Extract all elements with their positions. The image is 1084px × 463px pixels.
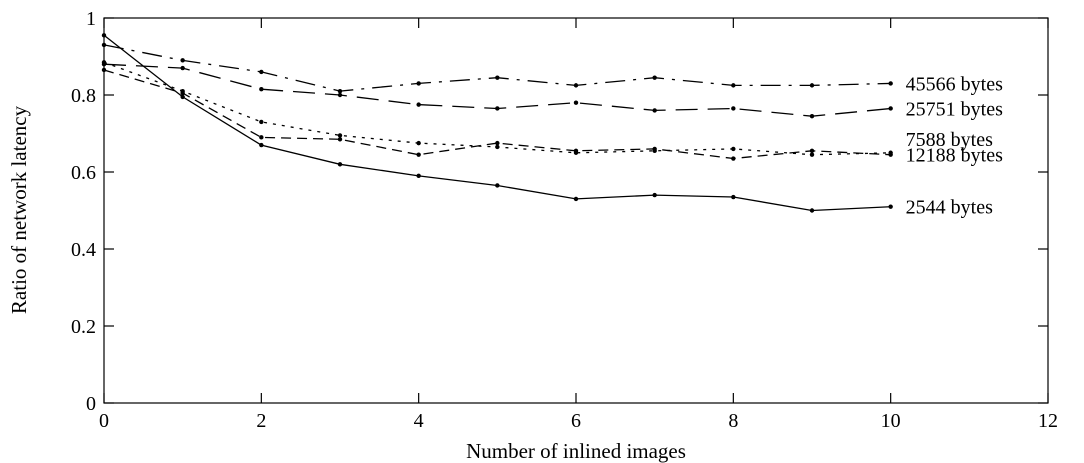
- x-tick-label: 8: [728, 410, 738, 432]
- data-point: [888, 106, 893, 111]
- data-point: [573, 196, 579, 202]
- data-point: [101, 33, 107, 38]
- x-tick-label: 0: [99, 410, 109, 432]
- data-point: [101, 67, 107, 73]
- data-point: [180, 65, 185, 71]
- data-point: [180, 58, 185, 63]
- data-point: [416, 102, 421, 107]
- data-point: [809, 113, 815, 119]
- data-point: [337, 162, 343, 167]
- data-point: [573, 100, 579, 105]
- data-point: [731, 194, 736, 200]
- data-point: [180, 94, 185, 100]
- data-point: [652, 75, 657, 80]
- data-point: [731, 146, 736, 152]
- y-tick-label: 0.4: [71, 239, 96, 261]
- data-point: [259, 142, 264, 148]
- data-point: [652, 192, 657, 198]
- data-point: [495, 106, 500, 111]
- data-point: [809, 152, 815, 157]
- data-point: [416, 81, 421, 86]
- data-point: [652, 146, 657, 152]
- x-tick-label: 2: [256, 410, 266, 432]
- axis-ticks: 0 2 4 6 8 10 12 0 0.2 0.4 0.6 0.8 1: [71, 8, 1058, 432]
- data-point: [731, 83, 736, 88]
- data-point: [337, 133, 343, 138]
- data-point: [416, 140, 421, 146]
- data-point: [652, 108, 657, 113]
- series-lines: [101, 33, 893, 213]
- data-point: [495, 140, 500, 146]
- data-point: [337, 137, 343, 142]
- data-point: [259, 69, 264, 75]
- data-point: [337, 92, 343, 98]
- data-point: [259, 135, 264, 140]
- series-label: 45566 bytes: [906, 73, 1003, 95]
- data-point: [573, 148, 579, 154]
- data-point: [495, 183, 500, 188]
- x-tick-label: 10: [881, 410, 901, 432]
- data-point: [573, 83, 579, 88]
- data-point: [809, 83, 815, 88]
- y-axis-label: Ratio of network latency: [7, 105, 31, 314]
- data-point: [337, 88, 343, 94]
- data-point: [731, 156, 736, 161]
- series-label: 7588 bytes: [906, 129, 993, 151]
- data-point: [101, 60, 107, 65]
- data-point: [495, 144, 500, 150]
- data-point: [259, 87, 264, 92]
- series-label: 12188 bytes: [906, 145, 1003, 167]
- y-tick-label: 1: [86, 8, 96, 30]
- data-point: [731, 106, 736, 111]
- data-point: [416, 173, 421, 179]
- data-point: [888, 204, 893, 209]
- data-point: [259, 119, 264, 125]
- x-tick-label: 4: [414, 410, 424, 432]
- y-tick-label: 0.8: [71, 85, 96, 107]
- x-tick-label: 6: [571, 410, 581, 432]
- x-tick-label: 12: [1038, 410, 1058, 432]
- data-point: [809, 208, 815, 213]
- series-line: [103, 69, 891, 160]
- x-axis-label: Number of inlined images: [466, 439, 686, 463]
- y-tick-label: 0.2: [71, 316, 96, 338]
- series-label: 2544 bytes: [906, 197, 993, 219]
- data-point: [101, 42, 107, 48]
- data-point: [416, 152, 421, 157]
- series-line: [103, 44, 891, 92]
- data-point: [809, 148, 815, 154]
- data-point: [180, 90, 185, 96]
- series-label: 25751 bytes: [906, 98, 1003, 120]
- y-tick-label: 0.6: [71, 162, 96, 184]
- data-point: [495, 75, 500, 80]
- y-tick-label: 0: [86, 393, 96, 415]
- data-point: [888, 81, 893, 86]
- data-point: [888, 152, 893, 157]
